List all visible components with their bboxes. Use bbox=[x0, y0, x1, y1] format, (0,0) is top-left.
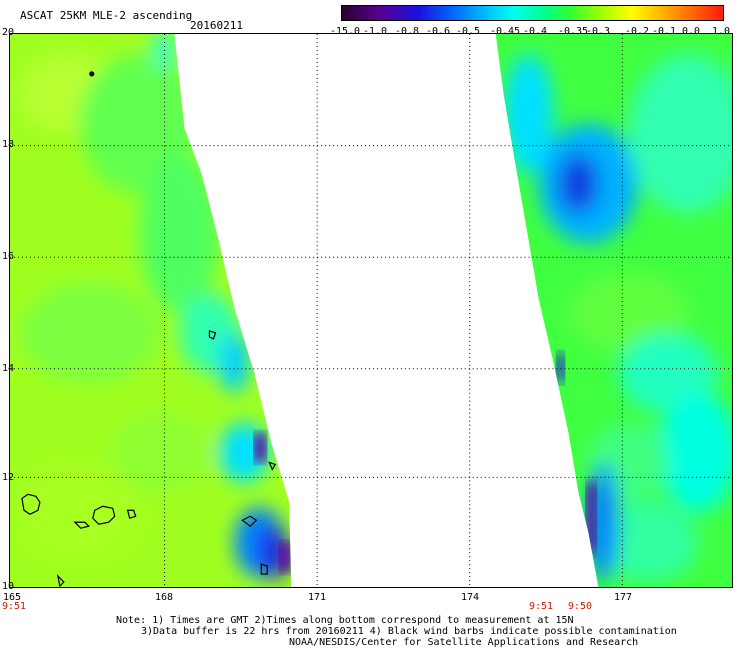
lat-label-12: 12 bbox=[2, 472, 15, 483]
colorbar-labels: -15.0 -1.0 -0.8 -0.6 -0.5 -0.45 -0.4 -0.… bbox=[325, 26, 740, 40]
left-swath bbox=[10, 34, 292, 587]
cb-label: -0.6 bbox=[425, 26, 451, 37]
lon-label-165: 165 bbox=[2, 592, 22, 603]
cb-label: -0.2 bbox=[624, 26, 650, 37]
cb-label: -0.8 bbox=[394, 26, 420, 37]
cb-label: -1.0 bbox=[362, 26, 388, 37]
cb-label: -0.4 bbox=[522, 26, 548, 37]
credit-line: NOAA/NESDIS/Center for Satellite Applica… bbox=[289, 637, 639, 648]
note-line-1: Note: 1) Times are GMT 2)Times along bot… bbox=[116, 615, 574, 626]
pass-time-right-2: 9:50 bbox=[567, 601, 593, 612]
pass-time-left: 9:51 bbox=[1, 601, 27, 612]
note-line-2: 3)Data buffer is 22 hrs from 20160211 4)… bbox=[141, 626, 677, 637]
graticule bbox=[10, 34, 732, 587]
cb-label: -0.35 bbox=[557, 26, 589, 37]
cb-label: -15.0 bbox=[329, 26, 361, 37]
right-swath bbox=[495, 34, 732, 587]
product-title: ASCAT 25KM MLE-2 ascending bbox=[20, 9, 193, 22]
map-panel bbox=[9, 33, 733, 588]
lat-label-20: 20 bbox=[2, 27, 15, 38]
colorbar bbox=[341, 5, 724, 21]
cb-label: 0.0 bbox=[681, 26, 701, 37]
cb-label: -0.5 bbox=[455, 26, 481, 37]
pass-time-right-1: 9:51 bbox=[528, 601, 554, 612]
land-outlines bbox=[21, 71, 277, 587]
lon-label-171: 171 bbox=[307, 592, 327, 603]
lat-label-10: 10 bbox=[2, 581, 15, 592]
cb-label: 1.0 bbox=[711, 26, 731, 37]
cb-label: -0.45 bbox=[489, 26, 521, 37]
cb-label: -0.3 bbox=[585, 26, 611, 37]
lon-label-174: 174 bbox=[460, 592, 480, 603]
product-date: 20160211 bbox=[190, 19, 243, 32]
lat-label-16: 16 bbox=[2, 251, 15, 262]
lat-label-18: 18 bbox=[2, 139, 15, 150]
lon-label-168: 168 bbox=[154, 592, 174, 603]
lon-label-177: 177 bbox=[613, 592, 633, 603]
lat-label-14: 14 bbox=[2, 363, 15, 374]
cb-label: -0.1 bbox=[651, 26, 677, 37]
